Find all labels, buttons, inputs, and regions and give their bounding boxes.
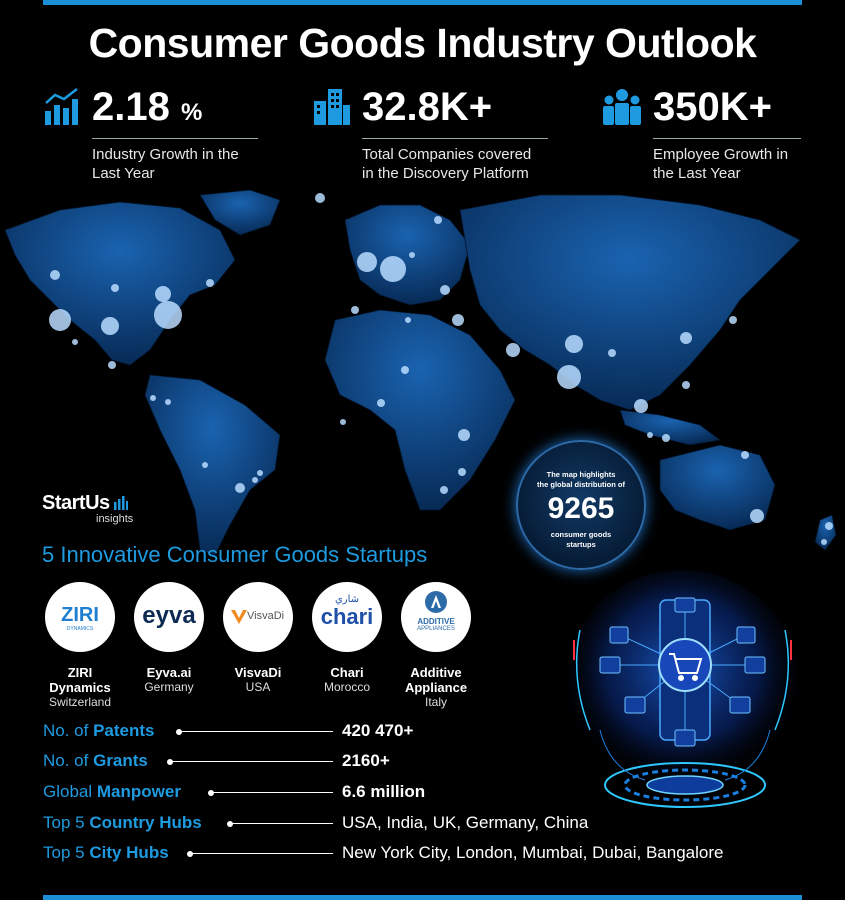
fact-prefix: No. of (43, 721, 94, 740)
fact-line (230, 823, 333, 824)
stat-value: 2.18 (92, 85, 170, 129)
stat-label-line2: the Last Year (653, 165, 741, 182)
logo-text: eyva (142, 602, 196, 629)
fact-prefix: No. of (43, 751, 94, 770)
badge-text-line2: the global distribution of (537, 480, 625, 489)
startup-logo: ZIRI DYNAMICS (45, 582, 115, 652)
world-map (4, 190, 837, 556)
southeast-asia (619, 409, 721, 446)
visvadi-mark-icon (231, 610, 247, 624)
startup-name-line1: Chari (330, 665, 364, 680)
startup-name-line1: Eyva.ai (146, 665, 192, 680)
divider (362, 138, 548, 139)
fact-dot (227, 821, 233, 827)
stat-label-line1: Employee Growth in (653, 146, 789, 163)
divider (653, 138, 801, 139)
fact-value: 2160+ (342, 751, 390, 770)
startup-country: USA (245, 680, 271, 694)
startup-additive-appliance: ADDITIVE APPLIANCES Additive Appliance It… (391, 582, 481, 710)
fact-prefix: Global (43, 782, 97, 801)
startus-insights-logo: StartUs insights (42, 492, 133, 525)
north-america (4, 201, 236, 366)
logo-subtext: APPLIANCES (417, 626, 455, 632)
africa (324, 309, 516, 511)
startups-count-badge: The map highlights the global distributio… (516, 440, 646, 570)
startup-country: Morocco (323, 680, 370, 694)
startup-chari: شاري chari Chari Morocco (302, 582, 392, 695)
badge-text-line1: The map highlights (546, 470, 616, 479)
fact-value: USA, India, UK, Germany, China (342, 813, 589, 832)
logo-bars-icon (114, 496, 129, 510)
badge-text-line3: consumer goods (550, 530, 612, 539)
greenland (199, 190, 281, 236)
stat-value: 350K+ (653, 85, 772, 129)
fact-value: New York City, London, Mumbai, Dubai, Ba… (342, 843, 724, 862)
asia (459, 194, 801, 411)
stat-label-line2: Last Year (92, 165, 155, 182)
fact-line (179, 731, 333, 732)
startup-ziri-dynamics: ZIRI DYNAMICS ZIRI Dynamics Switzerland (35, 582, 125, 710)
startup-visvadi: VisvaDi VisvaDi USA (213, 582, 303, 695)
digital-shopping-illustration (567, 570, 797, 808)
logo-brand: StartUs (42, 492, 110, 514)
fact-prefix: Top 5 (43, 813, 90, 832)
fact-dot (167, 759, 173, 765)
startup-eyva: eyva Eyva.ai Germany (124, 582, 214, 695)
stat-label-line1: Industry Growth in the (92, 146, 239, 163)
startup-country: Germany (144, 680, 194, 694)
fact-keyword: City Hubs (89, 843, 169, 862)
startup-logo: شاري chari (312, 582, 382, 652)
shopping-cart-icon (669, 653, 703, 681)
fact-keyword: Grants (93, 751, 148, 770)
fact-keyword: Country Hubs (89, 813, 202, 832)
bottom-accent-bar (43, 895, 802, 900)
stat-label-line2: in the Discovery Platform (362, 165, 529, 182)
stat-label-line1: Total Companies covered (362, 146, 532, 163)
buildings-icon (314, 89, 350, 125)
startup-country: Italy (424, 695, 447, 709)
fact-dot (208, 790, 214, 796)
fact-value: 420 470+ (342, 721, 414, 740)
logo-subtext: DYNAMICS (66, 626, 94, 632)
divider (92, 138, 258, 139)
logo-sub: insights (96, 513, 134, 525)
new-zealand (814, 514, 837, 551)
startup-logo: eyva (134, 582, 204, 652)
logo-text: VisvaDi (247, 610, 285, 622)
fact-dot (187, 851, 193, 857)
south-america (144, 374, 281, 556)
startup-name-line2: Dynamics (49, 680, 111, 695)
badge-count: 9265 (547, 492, 615, 525)
page-title: Consumer Goods Industry Outlook (88, 20, 757, 66)
startup-logo: ADDITIVE APPLIANCES (401, 582, 471, 652)
people-icon (603, 89, 641, 125)
badge-text-line4: startups (566, 540, 596, 549)
fact-line (211, 792, 333, 793)
bar-chart-icon (45, 88, 78, 125)
startup-name-line1: ZIRI (67, 665, 93, 680)
startup-name-line1: VisvaDi (234, 665, 282, 680)
startup-name-line1: Additive (410, 665, 462, 680)
fact-line (170, 761, 333, 762)
logo-text: chari (320, 604, 374, 629)
australia (659, 444, 776, 531)
startup-name-line2: Appliance (404, 680, 468, 695)
logo-text: ADDITIVE (417, 617, 455, 626)
fact-prefix: Top 5 (43, 843, 90, 862)
stat-value: 32.8K+ (362, 85, 493, 129)
startup-logo: VisvaDi (223, 582, 293, 652)
startup-country: Switzerland (48, 695, 112, 709)
stat-unit: % (180, 99, 203, 126)
logo-text: ZIRI (61, 604, 99, 626)
logo-arabic: شاري (334, 594, 360, 605)
fact-dot (176, 729, 182, 735)
fact-line (190, 853, 333, 854)
fact-keyword: Patents (93, 721, 155, 740)
fact-keyword: Manpower (96, 782, 181, 801)
top-accent-bar (43, 0, 802, 5)
fact-value: 6.6 million (342, 782, 426, 801)
additive-mark-icon (425, 591, 447, 613)
section-title: 5 Innovative Consumer Goods Startups (42, 542, 428, 567)
